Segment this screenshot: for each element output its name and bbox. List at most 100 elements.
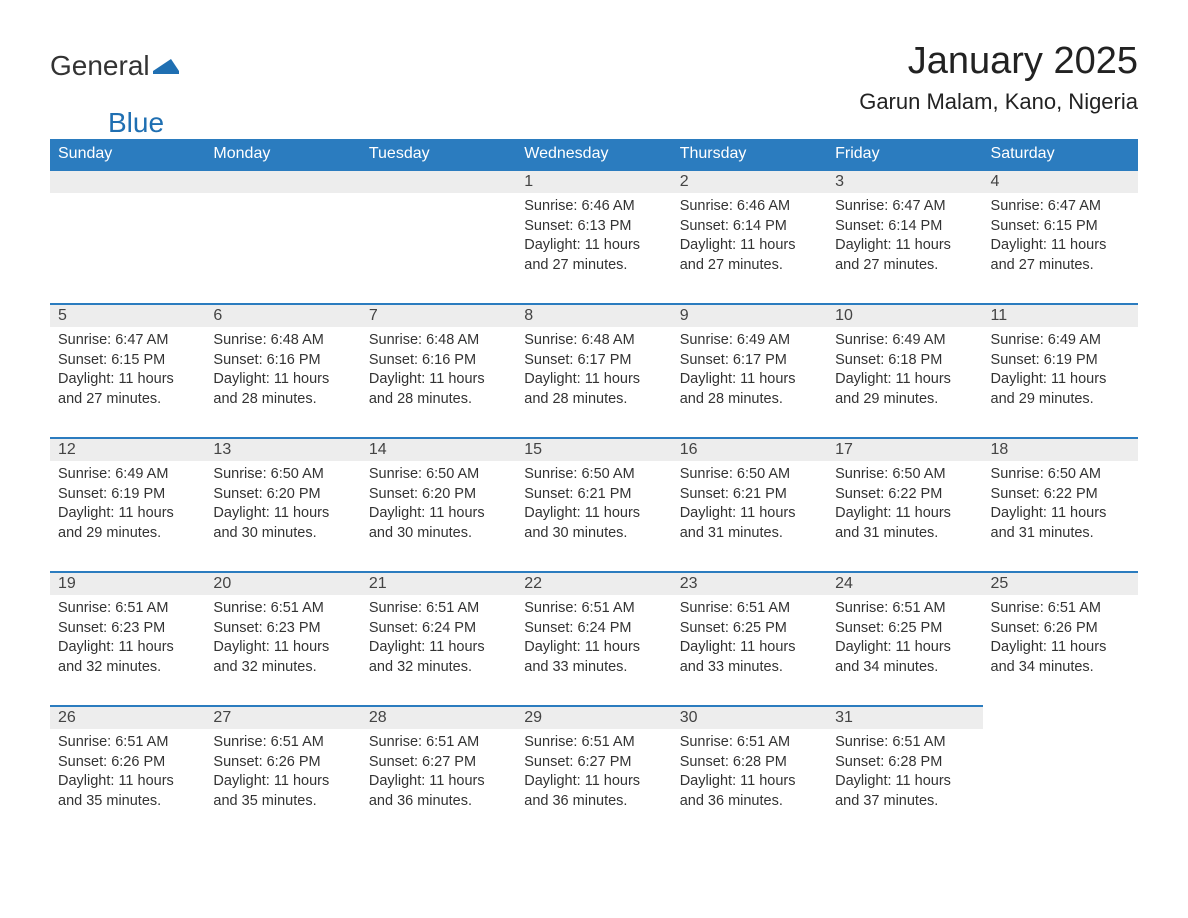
logo: General	[50, 50, 187, 82]
logo-text-general: General	[50, 50, 150, 82]
day-details: Sunrise: 6:51 AMSunset: 6:26 PMDaylight:…	[205, 729, 360, 819]
calendar-cell: 13Sunrise: 6:50 AMSunset: 6:20 PMDayligh…	[205, 437, 360, 571]
day-number: 15	[516, 437, 671, 461]
day-number: 16	[672, 437, 827, 461]
empty-day-header	[205, 169, 360, 193]
calendar-cell: 14Sunrise: 6:50 AMSunset: 6:20 PMDayligh…	[361, 437, 516, 571]
day-number: 4	[983, 169, 1138, 193]
calendar-cell: 29Sunrise: 6:51 AMSunset: 6:27 PMDayligh…	[516, 705, 671, 839]
day-number: 22	[516, 571, 671, 595]
day-number: 7	[361, 303, 516, 327]
day-number: 27	[205, 705, 360, 729]
calendar-cell: 21Sunrise: 6:51 AMSunset: 6:24 PMDayligh…	[361, 571, 516, 705]
day-details: Sunrise: 6:49 AMSunset: 6:19 PMDaylight:…	[983, 327, 1138, 417]
day-number: 1	[516, 169, 671, 193]
calendar-cell	[50, 169, 205, 303]
calendar-table: SundayMondayTuesdayWednesdayThursdayFrid…	[50, 139, 1138, 839]
calendar-row: 12Sunrise: 6:49 AMSunset: 6:19 PMDayligh…	[50, 437, 1138, 571]
flag-icon	[153, 50, 187, 82]
day-details: Sunrise: 6:51 AMSunset: 6:28 PMDaylight:…	[827, 729, 982, 819]
calendar-cell: 4Sunrise: 6:47 AMSunset: 6:15 PMDaylight…	[983, 169, 1138, 303]
day-details: Sunrise: 6:49 AMSunset: 6:17 PMDaylight:…	[672, 327, 827, 417]
day-number: 12	[50, 437, 205, 461]
day-details: Sunrise: 6:51 AMSunset: 6:27 PMDaylight:…	[516, 729, 671, 819]
day-details: Sunrise: 6:50 AMSunset: 6:21 PMDaylight:…	[516, 461, 671, 551]
day-details: Sunrise: 6:47 AMSunset: 6:15 PMDaylight:…	[50, 327, 205, 417]
day-details: Sunrise: 6:51 AMSunset: 6:26 PMDaylight:…	[983, 595, 1138, 685]
calendar-cell: 17Sunrise: 6:50 AMSunset: 6:22 PMDayligh…	[827, 437, 982, 571]
day-number: 10	[827, 303, 982, 327]
calendar-cell: 25Sunrise: 6:51 AMSunset: 6:26 PMDayligh…	[983, 571, 1138, 705]
calendar-cell: 18Sunrise: 6:50 AMSunset: 6:22 PMDayligh…	[983, 437, 1138, 571]
calendar-cell: 16Sunrise: 6:50 AMSunset: 6:21 PMDayligh…	[672, 437, 827, 571]
calendar-row: 5Sunrise: 6:47 AMSunset: 6:15 PMDaylight…	[50, 303, 1138, 437]
weekday-header: Thursday	[672, 139, 827, 169]
calendar-cell	[361, 169, 516, 303]
day-details: Sunrise: 6:46 AMSunset: 6:14 PMDaylight:…	[672, 193, 827, 283]
day-number: 30	[672, 705, 827, 729]
day-number: 5	[50, 303, 205, 327]
calendar-row: 26Sunrise: 6:51 AMSunset: 6:26 PMDayligh…	[50, 705, 1138, 839]
calendar-cell: 10Sunrise: 6:49 AMSunset: 6:18 PMDayligh…	[827, 303, 982, 437]
weekday-header: Friday	[827, 139, 982, 169]
calendar-cell: 27Sunrise: 6:51 AMSunset: 6:26 PMDayligh…	[205, 705, 360, 839]
weekday-header: Saturday	[983, 139, 1138, 169]
day-details: Sunrise: 6:51 AMSunset: 6:27 PMDaylight:…	[361, 729, 516, 819]
day-number: 13	[205, 437, 360, 461]
day-number: 2	[672, 169, 827, 193]
calendar-cell: 23Sunrise: 6:51 AMSunset: 6:25 PMDayligh…	[672, 571, 827, 705]
day-number: 21	[361, 571, 516, 595]
logo-text-blue: Blue	[108, 107, 164, 139]
month-title: January 2025	[859, 40, 1138, 83]
day-details: Sunrise: 6:50 AMSunset: 6:22 PMDaylight:…	[983, 461, 1138, 551]
day-details: Sunrise: 6:51 AMSunset: 6:23 PMDaylight:…	[50, 595, 205, 685]
weekday-header: Tuesday	[361, 139, 516, 169]
calendar-cell: 24Sunrise: 6:51 AMSunset: 6:25 PMDayligh…	[827, 571, 982, 705]
day-number: 19	[50, 571, 205, 595]
day-details: Sunrise: 6:51 AMSunset: 6:24 PMDaylight:…	[516, 595, 671, 685]
day-details: Sunrise: 6:49 AMSunset: 6:19 PMDaylight:…	[50, 461, 205, 551]
day-details: Sunrise: 6:50 AMSunset: 6:20 PMDaylight:…	[205, 461, 360, 551]
day-number: 18	[983, 437, 1138, 461]
day-number: 28	[361, 705, 516, 729]
calendar-cell	[205, 169, 360, 303]
day-details: Sunrise: 6:51 AMSunset: 6:24 PMDaylight:…	[361, 595, 516, 685]
calendar-body: 1Sunrise: 6:46 AMSunset: 6:13 PMDaylight…	[50, 169, 1138, 839]
day-details: Sunrise: 6:48 AMSunset: 6:16 PMDaylight:…	[361, 327, 516, 417]
day-details: Sunrise: 6:51 AMSunset: 6:25 PMDaylight:…	[672, 595, 827, 685]
calendar-cell: 30Sunrise: 6:51 AMSunset: 6:28 PMDayligh…	[672, 705, 827, 839]
calendar-row: 19Sunrise: 6:51 AMSunset: 6:23 PMDayligh…	[50, 571, 1138, 705]
day-details: Sunrise: 6:50 AMSunset: 6:22 PMDaylight:…	[827, 461, 982, 551]
day-number: 14	[361, 437, 516, 461]
calendar-cell: 26Sunrise: 6:51 AMSunset: 6:26 PMDayligh…	[50, 705, 205, 839]
calendar-cell: 15Sunrise: 6:50 AMSunset: 6:21 PMDayligh…	[516, 437, 671, 571]
day-details: Sunrise: 6:47 AMSunset: 6:15 PMDaylight:…	[983, 193, 1138, 283]
calendar-cell: 8Sunrise: 6:48 AMSunset: 6:17 PMDaylight…	[516, 303, 671, 437]
day-number: 8	[516, 303, 671, 327]
day-details: Sunrise: 6:48 AMSunset: 6:16 PMDaylight:…	[205, 327, 360, 417]
day-number: 23	[672, 571, 827, 595]
day-details: Sunrise: 6:51 AMSunset: 6:28 PMDaylight:…	[672, 729, 827, 819]
calendar-cell: 12Sunrise: 6:49 AMSunset: 6:19 PMDayligh…	[50, 437, 205, 571]
day-details: Sunrise: 6:48 AMSunset: 6:17 PMDaylight:…	[516, 327, 671, 417]
calendar-cell	[983, 705, 1138, 839]
day-details: Sunrise: 6:50 AMSunset: 6:20 PMDaylight:…	[361, 461, 516, 551]
weekday-header: Monday	[205, 139, 360, 169]
calendar-cell: 22Sunrise: 6:51 AMSunset: 6:24 PMDayligh…	[516, 571, 671, 705]
day-number: 11	[983, 303, 1138, 327]
location: Garun Malam, Kano, Nigeria	[859, 89, 1138, 115]
day-number: 25	[983, 571, 1138, 595]
empty-day-header	[361, 169, 516, 193]
empty-day-header	[50, 169, 205, 193]
weekday-header: Wednesday	[516, 139, 671, 169]
day-number: 3	[827, 169, 982, 193]
day-number: 29	[516, 705, 671, 729]
calendar-cell: 19Sunrise: 6:51 AMSunset: 6:23 PMDayligh…	[50, 571, 205, 705]
calendar-cell: 3Sunrise: 6:47 AMSunset: 6:14 PMDaylight…	[827, 169, 982, 303]
day-number: 24	[827, 571, 982, 595]
calendar-cell: 1Sunrise: 6:46 AMSunset: 6:13 PMDaylight…	[516, 169, 671, 303]
calendar-cell: 31Sunrise: 6:51 AMSunset: 6:28 PMDayligh…	[827, 705, 982, 839]
weekday-header-row: SundayMondayTuesdayWednesdayThursdayFrid…	[50, 139, 1138, 169]
day-details: Sunrise: 6:51 AMSunset: 6:25 PMDaylight:…	[827, 595, 982, 685]
day-details: Sunrise: 6:51 AMSunset: 6:26 PMDaylight:…	[50, 729, 205, 819]
